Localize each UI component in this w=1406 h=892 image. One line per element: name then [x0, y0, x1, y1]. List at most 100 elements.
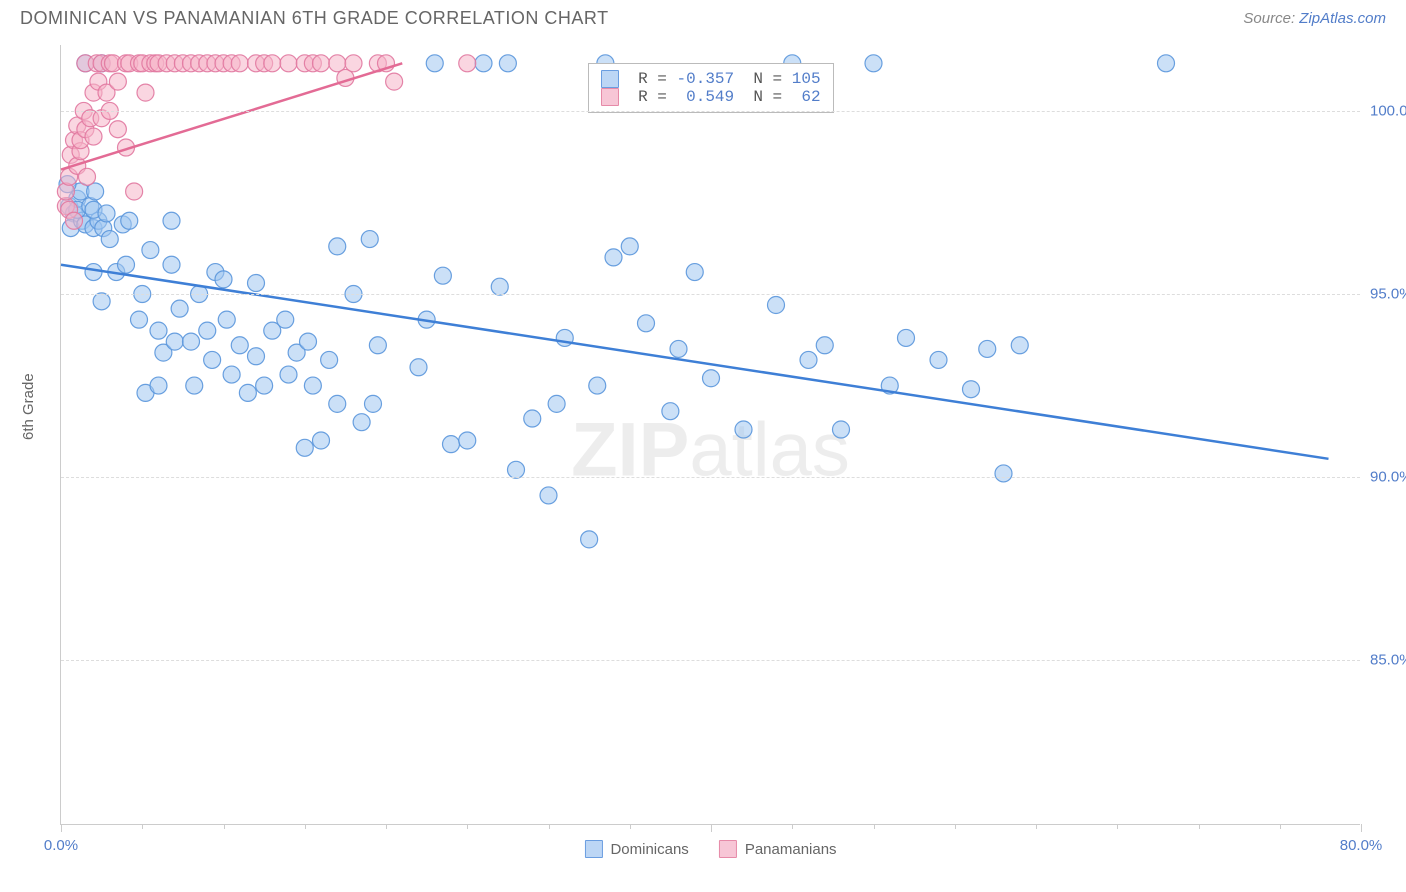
y-tick-label: 85.0%	[1370, 652, 1406, 669]
stats-swatch	[601, 88, 619, 106]
source-attribution: Source: ZipAtlas.com	[1243, 10, 1386, 27]
dominicans-point	[85, 264, 102, 281]
x-tick-major	[61, 824, 62, 832]
dominicans-point	[426, 55, 443, 72]
x-tick-minor	[467, 824, 468, 829]
dominicans-point	[508, 461, 525, 478]
dominicans-point	[995, 465, 1012, 482]
x-tick-minor	[1036, 824, 1037, 829]
dominicans-point	[638, 315, 655, 332]
legend-item[interactable]: Dominicans	[584, 840, 688, 858]
x-tick-minor	[224, 824, 225, 829]
legend-swatch	[719, 840, 737, 858]
dominicans-point	[686, 264, 703, 281]
dominicans-point	[735, 421, 752, 438]
dominicans-point	[979, 340, 996, 357]
x-tick-minor	[386, 824, 387, 829]
dominicans-point	[369, 337, 386, 354]
panamanians-point	[137, 84, 154, 101]
dominicans-point	[163, 212, 180, 229]
dominicans-point	[605, 249, 622, 266]
dominicans-point	[329, 395, 346, 412]
dominicans-point	[459, 432, 476, 449]
dominicans-point	[163, 256, 180, 273]
stats-row: R = 0.549 N = 62	[601, 88, 821, 106]
panamanians-point	[231, 55, 248, 72]
panamanians-point	[85, 128, 102, 145]
x-tick-minor	[1280, 824, 1281, 829]
x-tick-major	[1361, 824, 1362, 832]
dominicans-point	[353, 414, 370, 431]
dominicans-point	[277, 311, 294, 328]
x-tick-minor	[955, 824, 956, 829]
legend-item[interactable]: Panamanians	[719, 840, 837, 858]
y-axis-label: 6th Grade	[20, 373, 37, 440]
panamanians-point	[66, 212, 83, 229]
dominicans-point	[329, 238, 346, 255]
dominicans-point	[410, 359, 427, 376]
stats-text: R = 0.549 N = 62	[629, 88, 821, 106]
dominicans-point	[131, 311, 148, 328]
y-tick-label: 90.0%	[1370, 469, 1406, 486]
plot-area: ZIPatlas R = -0.357 N = 105 R = 0.549 N …	[60, 45, 1360, 825]
stats-swatch	[601, 70, 619, 88]
dominicans-point	[589, 377, 606, 394]
panamanians-point	[79, 168, 96, 185]
dominicans-point	[280, 366, 297, 383]
chart-title: DOMINICAN VS PANAMANIAN 6TH GRADE CORREL…	[20, 8, 609, 29]
dominicans-point	[1011, 337, 1028, 354]
x-tick-minor	[549, 824, 550, 829]
dominicans-point	[93, 293, 110, 310]
dominicans-point	[304, 377, 321, 394]
panamanians-point	[280, 55, 297, 72]
dominicans-point	[434, 267, 451, 284]
dominicans-point	[239, 384, 256, 401]
gridline-h	[61, 660, 1360, 661]
dominicans-point	[816, 337, 833, 354]
dominicans-point	[670, 340, 687, 357]
x-tick-minor	[305, 824, 306, 829]
dominicans-point	[963, 381, 980, 398]
source-label: Source:	[1243, 10, 1299, 27]
scatter-svg	[61, 45, 1360, 824]
panamanians-point	[57, 183, 74, 200]
dominicans-point	[171, 300, 188, 317]
dominicans-point	[768, 297, 785, 314]
dominicans-point	[142, 242, 159, 259]
x-tick-minor	[1117, 824, 1118, 829]
dominicans-point	[300, 333, 317, 350]
dominicans-point	[231, 337, 248, 354]
panamanians-point	[459, 55, 476, 72]
y-tick-label: 95.0%	[1370, 286, 1406, 303]
dominicans-point	[101, 231, 118, 248]
dominicans-point	[865, 55, 882, 72]
dominicans-point	[548, 395, 565, 412]
dominicans-point	[218, 311, 235, 328]
gridline-h	[61, 294, 1360, 295]
dominicans-point	[204, 351, 221, 368]
dominicans-point	[215, 271, 232, 288]
stats-text: R = -0.357 N = 105	[629, 70, 821, 88]
dominicans-point	[121, 212, 138, 229]
dominicans-point	[833, 421, 850, 438]
dominicans-point	[524, 410, 541, 427]
dominicans-point	[98, 205, 115, 222]
source-link[interactable]: ZipAtlas.com	[1299, 10, 1386, 27]
dominicans-point	[321, 351, 338, 368]
dominicans-point	[150, 377, 167, 394]
legend-label: Panamanians	[745, 841, 837, 858]
chart-container: ZIPatlas R = -0.357 N = 105 R = 0.549 N …	[50, 45, 1380, 835]
dominicans-point	[703, 370, 720, 387]
stats-row: R = -0.357 N = 105	[601, 70, 821, 88]
dominicans-point	[199, 322, 216, 339]
x-tick-label: 80.0%	[1340, 837, 1383, 854]
y-tick-label: 100.0%	[1370, 102, 1406, 119]
dominicans-point	[443, 436, 460, 453]
x-tick-minor	[1199, 824, 1200, 829]
gridline-h	[61, 111, 1360, 112]
dominicans-point	[621, 238, 638, 255]
panamanians-point	[109, 121, 126, 138]
x-tick-minor	[792, 824, 793, 829]
footer-legend: Dominicans Panamanians	[584, 840, 836, 858]
x-tick-major	[711, 824, 712, 832]
